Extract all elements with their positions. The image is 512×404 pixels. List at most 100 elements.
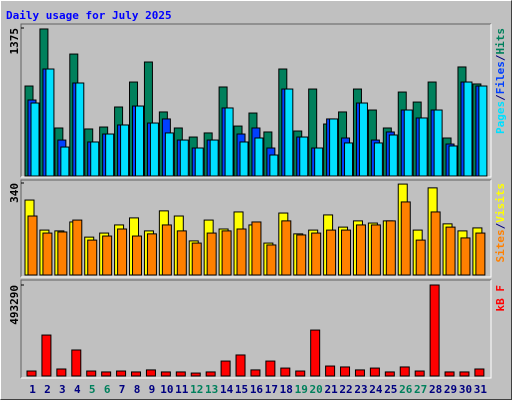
bar — [463, 81, 473, 177]
x-tick-label: 30 — [459, 383, 472, 396]
bar — [354, 369, 365, 377]
bar — [176, 230, 187, 276]
bar — [459, 371, 470, 377]
bar — [418, 117, 428, 177]
bar — [284, 88, 294, 177]
bar — [224, 107, 234, 177]
bar — [295, 370, 306, 377]
bar — [370, 224, 381, 276]
bar — [160, 371, 171, 377]
bar — [90, 141, 100, 177]
bar — [310, 329, 321, 377]
bar — [45, 68, 55, 177]
bar — [191, 242, 202, 276]
bar — [117, 228, 128, 276]
bar — [474, 368, 485, 377]
bar — [384, 371, 395, 377]
bar — [194, 147, 204, 177]
bar — [251, 221, 262, 276]
x-tick-label: 3 — [59, 383, 66, 396]
bar — [220, 360, 231, 377]
bar — [239, 141, 249, 177]
x-tick-label: 10 — [160, 383, 173, 396]
x-tick-label: 27 — [414, 383, 427, 396]
bar — [414, 370, 425, 377]
x-tick-label: 31 — [474, 383, 488, 396]
bar — [314, 147, 324, 177]
bar — [430, 211, 441, 276]
bar — [373, 142, 383, 177]
panel-border-light — [21, 24, 492, 178]
legend-entry: Pages — [494, 101, 507, 134]
x-tick-label: 13 — [205, 383, 218, 396]
bar — [116, 370, 127, 377]
bar — [175, 371, 186, 377]
bar — [132, 235, 143, 276]
bar — [478, 85, 488, 177]
panel-border-dark — [20, 179, 491, 277]
legend-separator: / — [494, 94, 507, 101]
bar — [209, 139, 219, 177]
bar — [30, 102, 40, 177]
bar — [75, 82, 85, 177]
bar — [149, 122, 159, 177]
bar — [71, 349, 82, 377]
bar — [26, 370, 37, 377]
bar — [326, 229, 337, 276]
legend-entry: Visits — [494, 183, 507, 223]
bar — [42, 232, 53, 276]
legend-separator: / — [494, 54, 507, 61]
bar — [475, 232, 486, 276]
x-tick-label: 26 — [399, 383, 413, 396]
x-tick-label: 9 — [149, 383, 156, 396]
legend-entry: Hits — [494, 28, 507, 55]
legend: Pages/Files/Hits — [494, 28, 507, 134]
bar — [340, 366, 351, 377]
bar — [236, 228, 247, 276]
bar — [358, 102, 368, 177]
bar — [72, 219, 83, 276]
bar — [120, 124, 130, 177]
legend-entry: Sites — [494, 229, 507, 262]
legend-entry: Files — [494, 61, 507, 94]
bar — [400, 201, 411, 276]
bar — [146, 233, 157, 276]
x-tick-label: 2 — [44, 383, 51, 396]
x-tick-label: 12 — [190, 383, 203, 396]
bar — [325, 365, 336, 377]
bar — [429, 284, 440, 377]
x-tick-label: 24 — [369, 383, 383, 396]
x-tick-label: 15 — [235, 383, 248, 396]
bar — [266, 244, 277, 276]
legend: kB F — [494, 285, 507, 312]
x-tick-label: 11 — [175, 383, 189, 396]
bar — [27, 215, 38, 276]
x-tick-label: 8 — [134, 383, 141, 396]
x-tick-label: 5 — [89, 383, 96, 396]
x-tick-label: 6 — [104, 383, 111, 396]
bar — [329, 118, 339, 177]
bar — [60, 146, 70, 177]
panel-border-dark — [20, 279, 491, 378]
bar — [235, 354, 246, 377]
bar — [161, 224, 172, 276]
bar — [369, 367, 380, 377]
panel-border-light — [21, 180, 492, 278]
panel-border-dark — [20, 23, 491, 177]
bar — [87, 239, 98, 276]
bar — [145, 369, 156, 377]
bar — [344, 142, 354, 177]
x-tick-label: 16 — [250, 383, 264, 396]
bar — [341, 229, 352, 276]
bar — [445, 226, 456, 276]
bar — [433, 109, 443, 177]
bar — [281, 220, 292, 276]
bar — [221, 230, 232, 276]
bar — [86, 370, 97, 377]
legend-separator: / — [494, 222, 507, 229]
bar — [135, 105, 145, 177]
bar — [280, 367, 291, 377]
